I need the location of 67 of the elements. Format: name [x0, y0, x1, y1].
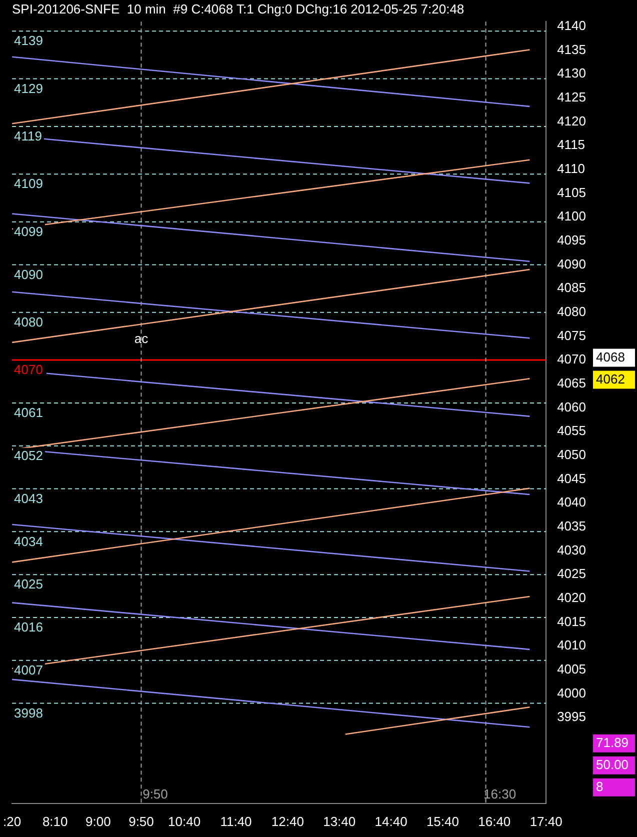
y-tick-label: 4130: [557, 66, 586, 81]
ref-line-label: 4025: [14, 576, 43, 592]
ref-line-label: 4070: [14, 362, 43, 378]
text: 4062: [596, 371, 625, 386]
x-tick-label: 14:40: [374, 814, 408, 829]
y-tick-label: 4050: [557, 446, 586, 462]
ref-line-label: 4119: [14, 128, 42, 144]
y-tick-label: 4035: [557, 518, 586, 534]
y-tick-label: 4020: [557, 590, 586, 605]
x-tick-label: 12:40: [271, 814, 304, 829]
x-tick-label: :20: [2, 814, 22, 829]
y-tick-label: 4110: [557, 160, 586, 176]
y-tick-label: 4055: [557, 423, 586, 438]
y-tick-label: 4140: [557, 18, 586, 33]
text: 71.89: [596, 734, 629, 750]
ref-line-label: 4043: [14, 490, 43, 506]
ref-line-label: 4129: [14, 80, 43, 96]
x-tick-label: 17:40: [530, 814, 562, 829]
y-tick-label: 4045: [557, 470, 586, 486]
ref-line-label: 4016: [14, 620, 43, 635]
ref-line-label: 4007: [14, 662, 43, 678]
y-tick-label: 4075: [557, 328, 586, 343]
ref-line-label: 16:30: [484, 786, 516, 802]
y-tick-label: 4060: [557, 399, 586, 414]
y-tick-label: 4040: [557, 494, 586, 510]
y-tick-label: 4085: [557, 280, 586, 296]
y-tick-label: 4070: [557, 352, 586, 367]
y-tick-label: 4105: [557, 184, 586, 200]
y-tick-label: 4025: [557, 566, 586, 582]
ref-line-label: 4080: [14, 314, 43, 330]
y-tick-label: 4000: [557, 685, 586, 700]
x-tick-label: 16:40: [478, 814, 511, 829]
ref-line-label: 4139: [14, 33, 43, 48]
x-tick-label: 13:40: [323, 814, 356, 829]
ref-line-label: 4034: [14, 534, 43, 549]
y-tick-label: 4125: [557, 89, 586, 104]
y-tick-label: 4065: [557, 375, 586, 390]
ref-line-label: 4099: [14, 224, 43, 239]
y-tick-label: 4135: [557, 42, 586, 57]
y-tick-label: 4120: [557, 113, 586, 128]
y-tick-label: 4080: [557, 304, 586, 319]
x-tick-label: 9:50: [128, 814, 154, 829]
y-tick-label: 4015: [557, 614, 586, 629]
ref-line-label: 4052: [14, 448, 43, 463]
text: 4068: [596, 349, 625, 364]
annotation: ac: [134, 330, 149, 346]
ref-line-label: 4090: [14, 266, 43, 282]
text: 8: [596, 778, 604, 794]
y-tick-label: 4115: [557, 137, 586, 152]
y-tick-label: 4030: [557, 542, 586, 558]
x-tick-label: 8:10: [42, 814, 68, 829]
x-tick-label: 15:40: [426, 814, 459, 829]
y-tick-label: 4090: [557, 256, 586, 272]
text: 50.00: [596, 756, 629, 772]
x-tick-label: 9:00: [86, 814, 111, 829]
y-tick-label: 3995: [557, 709, 586, 724]
x-tick-label: 11:40: [220, 814, 252, 829]
ref-line-label: 4109: [14, 176, 43, 192]
y-tick-label: 4100: [557, 208, 586, 224]
ref-line-label: 4061: [14, 405, 43, 420]
y-tick-label: 4005: [557, 662, 586, 676]
chart-title: SPI-201206-SNFE 10 min #9 C:4068 T:1 Chg:0 DChg:16 2012-05-25 7:20:48: [12, 1, 464, 16]
y-tick-label: 4095: [557, 232, 586, 248]
ref-line-label: 9:50: [142, 786, 168, 802]
ref-line-label: 3998: [14, 705, 43, 720]
x-tick-label: 10:40: [168, 814, 201, 829]
y-tick-label: 4010: [557, 638, 586, 653]
